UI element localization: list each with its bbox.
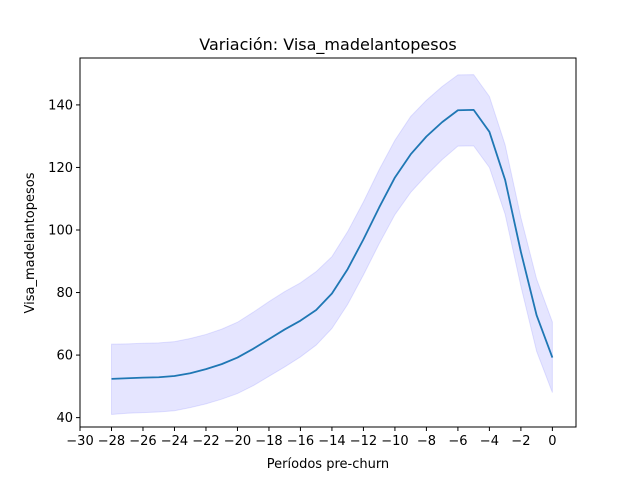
x-tick-label: −20 [224, 434, 251, 449]
y-tick-label: 140 [48, 98, 73, 113]
y-tick-label: 120 [48, 161, 73, 176]
confidence-band-layer [110, 74, 553, 416]
confidence-band [110, 74, 553, 416]
x-tick-label: −10 [381, 434, 408, 449]
x-tick-label: −26 [129, 434, 156, 449]
x-tick-label: −30 [66, 434, 93, 449]
plot-area-frame [79, 57, 577, 428]
y-tick-label: 100 [48, 223, 73, 238]
x-tick-label: −12 [350, 434, 377, 449]
x-tick-label: −8 [417, 434, 436, 449]
series-line [111, 109, 554, 380]
x-tick-label: −22 [192, 434, 219, 449]
y-axis-ticks: 40 60 80 100 120 140 [48, 98, 80, 426]
y-tick-label: 80 [56, 286, 73, 301]
y-axis-label: Visa_madelantopesos [23, 172, 38, 313]
y-tick-label: 60 [56, 349, 73, 364]
x-tick-label: −6 [448, 434, 467, 449]
y-tick-label: 40 [56, 411, 73, 426]
series-line-layer [111, 109, 554, 380]
x-tick-label: −14 [318, 434, 345, 449]
x-tick-label: −16 [287, 434, 314, 449]
x-tick-label: −28 [98, 434, 125, 449]
x-axis-label: Períodos pre-churn [267, 457, 389, 472]
x-tick-label: −4 [480, 434, 499, 449]
x-axis-ticks: −30 −28 −26 −24 −22 −20 −18 −16 −14 −12 −10 −8 −6 −4−… [66, 427, 557, 449]
x-tick-label: 0 [548, 434, 556, 449]
x-tick-label: −24 [161, 434, 188, 449]
x-tick-label: −18 [255, 434, 282, 449]
chart-title: Variación: Visa_madelantopesos [199, 35, 456, 55]
x-tick-label: −2 [511, 434, 530, 449]
